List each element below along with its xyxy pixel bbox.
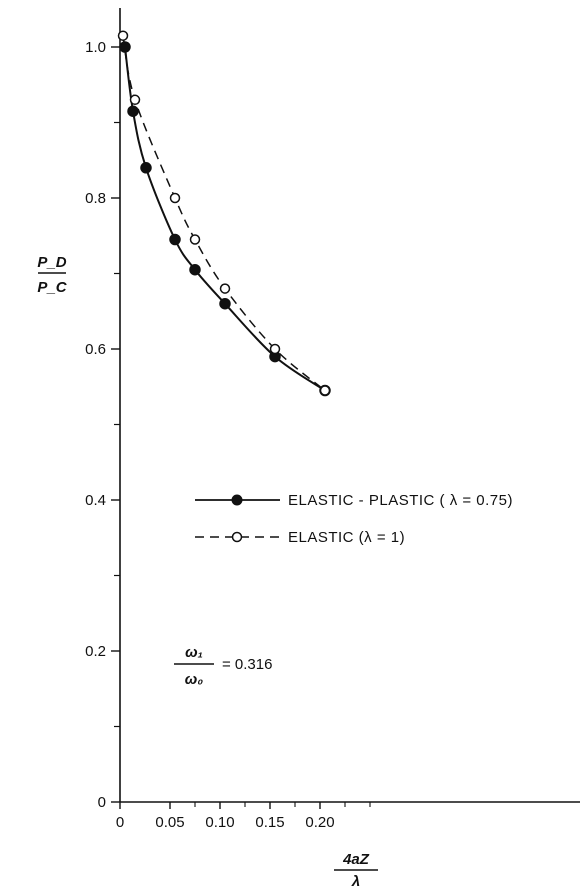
data-point-elastic <box>321 386 330 395</box>
data-point-elastic <box>271 345 280 354</box>
annotation-numerator: ω₁ <box>185 644 203 661</box>
legend-entry-elastic-plastic: ELASTIC - PLASTIC ( λ = 0.75) <box>195 492 513 509</box>
y-tick-label: 0.6 <box>85 341 106 358</box>
data-point-elastic <box>191 235 200 244</box>
series-markers <box>119 31 331 395</box>
data-point-elastic <box>171 194 180 203</box>
y-tick-label: 0.4 <box>85 492 106 509</box>
annotation-denominator: ω₀ <box>185 671 204 688</box>
data-point-elastic-plastic <box>128 106 138 116</box>
y-tick-label: 0.8 <box>85 190 106 207</box>
data-point-elastic-plastic <box>120 42 130 52</box>
data-point-elastic <box>131 95 140 104</box>
data-point-elastic-plastic <box>141 163 151 173</box>
y-label-denominator: P_C <box>37 279 67 296</box>
data-point-elastic-plastic <box>220 299 230 309</box>
y-axis-label: P_D P_C <box>37 254 67 296</box>
series-lines <box>123 36 325 391</box>
series-line-elastic-plastic <box>125 47 325 391</box>
x-axis-label: 4aZ λ <box>334 851 378 889</box>
legend-label-elastic: ELASTIC (λ = 1) <box>288 529 405 546</box>
legend-marker-open <box>233 533 242 542</box>
x-tick-label: 0.10 <box>205 814 234 831</box>
data-point-elastic-plastic <box>190 265 200 275</box>
x-tick-label: 0.05 <box>155 814 184 831</box>
y-tick-label: 1.0 <box>85 39 106 56</box>
x-tick-label: 0.15 <box>255 814 284 831</box>
x-tick-label: 0 <box>116 814 124 831</box>
axis-ticks: 0 0.2 0.4 0.6 0.8 1.0 0 0.05 0.10 0.15 0.20 <box>85 39 370 831</box>
legend-entry-elastic: ELASTIC (λ = 1) <box>195 529 405 546</box>
y-tick-label: 0.2 <box>85 643 106 660</box>
data-point-elastic <box>119 31 128 40</box>
frequency-ratio-annotation: ω₁ ω₀ = 0.316 <box>174 644 272 688</box>
x-tick-label: 0.20 <box>305 814 334 831</box>
y-label-numerator: P_D <box>37 254 66 271</box>
data-point-elastic-plastic <box>170 235 180 245</box>
x-label-denominator: λ <box>351 873 360 889</box>
legend-label-elastic-plastic: ELASTIC - PLASTIC ( λ = 0.75) <box>288 492 513 509</box>
legend: ELASTIC - PLASTIC ( λ = 0.75) ELASTIC (λ… <box>195 492 513 546</box>
annotation-value: = 0.316 <box>222 656 272 673</box>
y-tick-label: 0 <box>98 794 106 811</box>
series-line-elastic <box>123 36 325 391</box>
data-point-elastic <box>221 284 230 293</box>
x-label-numerator: 4aZ <box>342 851 370 868</box>
legend-marker-filled <box>232 495 242 505</box>
